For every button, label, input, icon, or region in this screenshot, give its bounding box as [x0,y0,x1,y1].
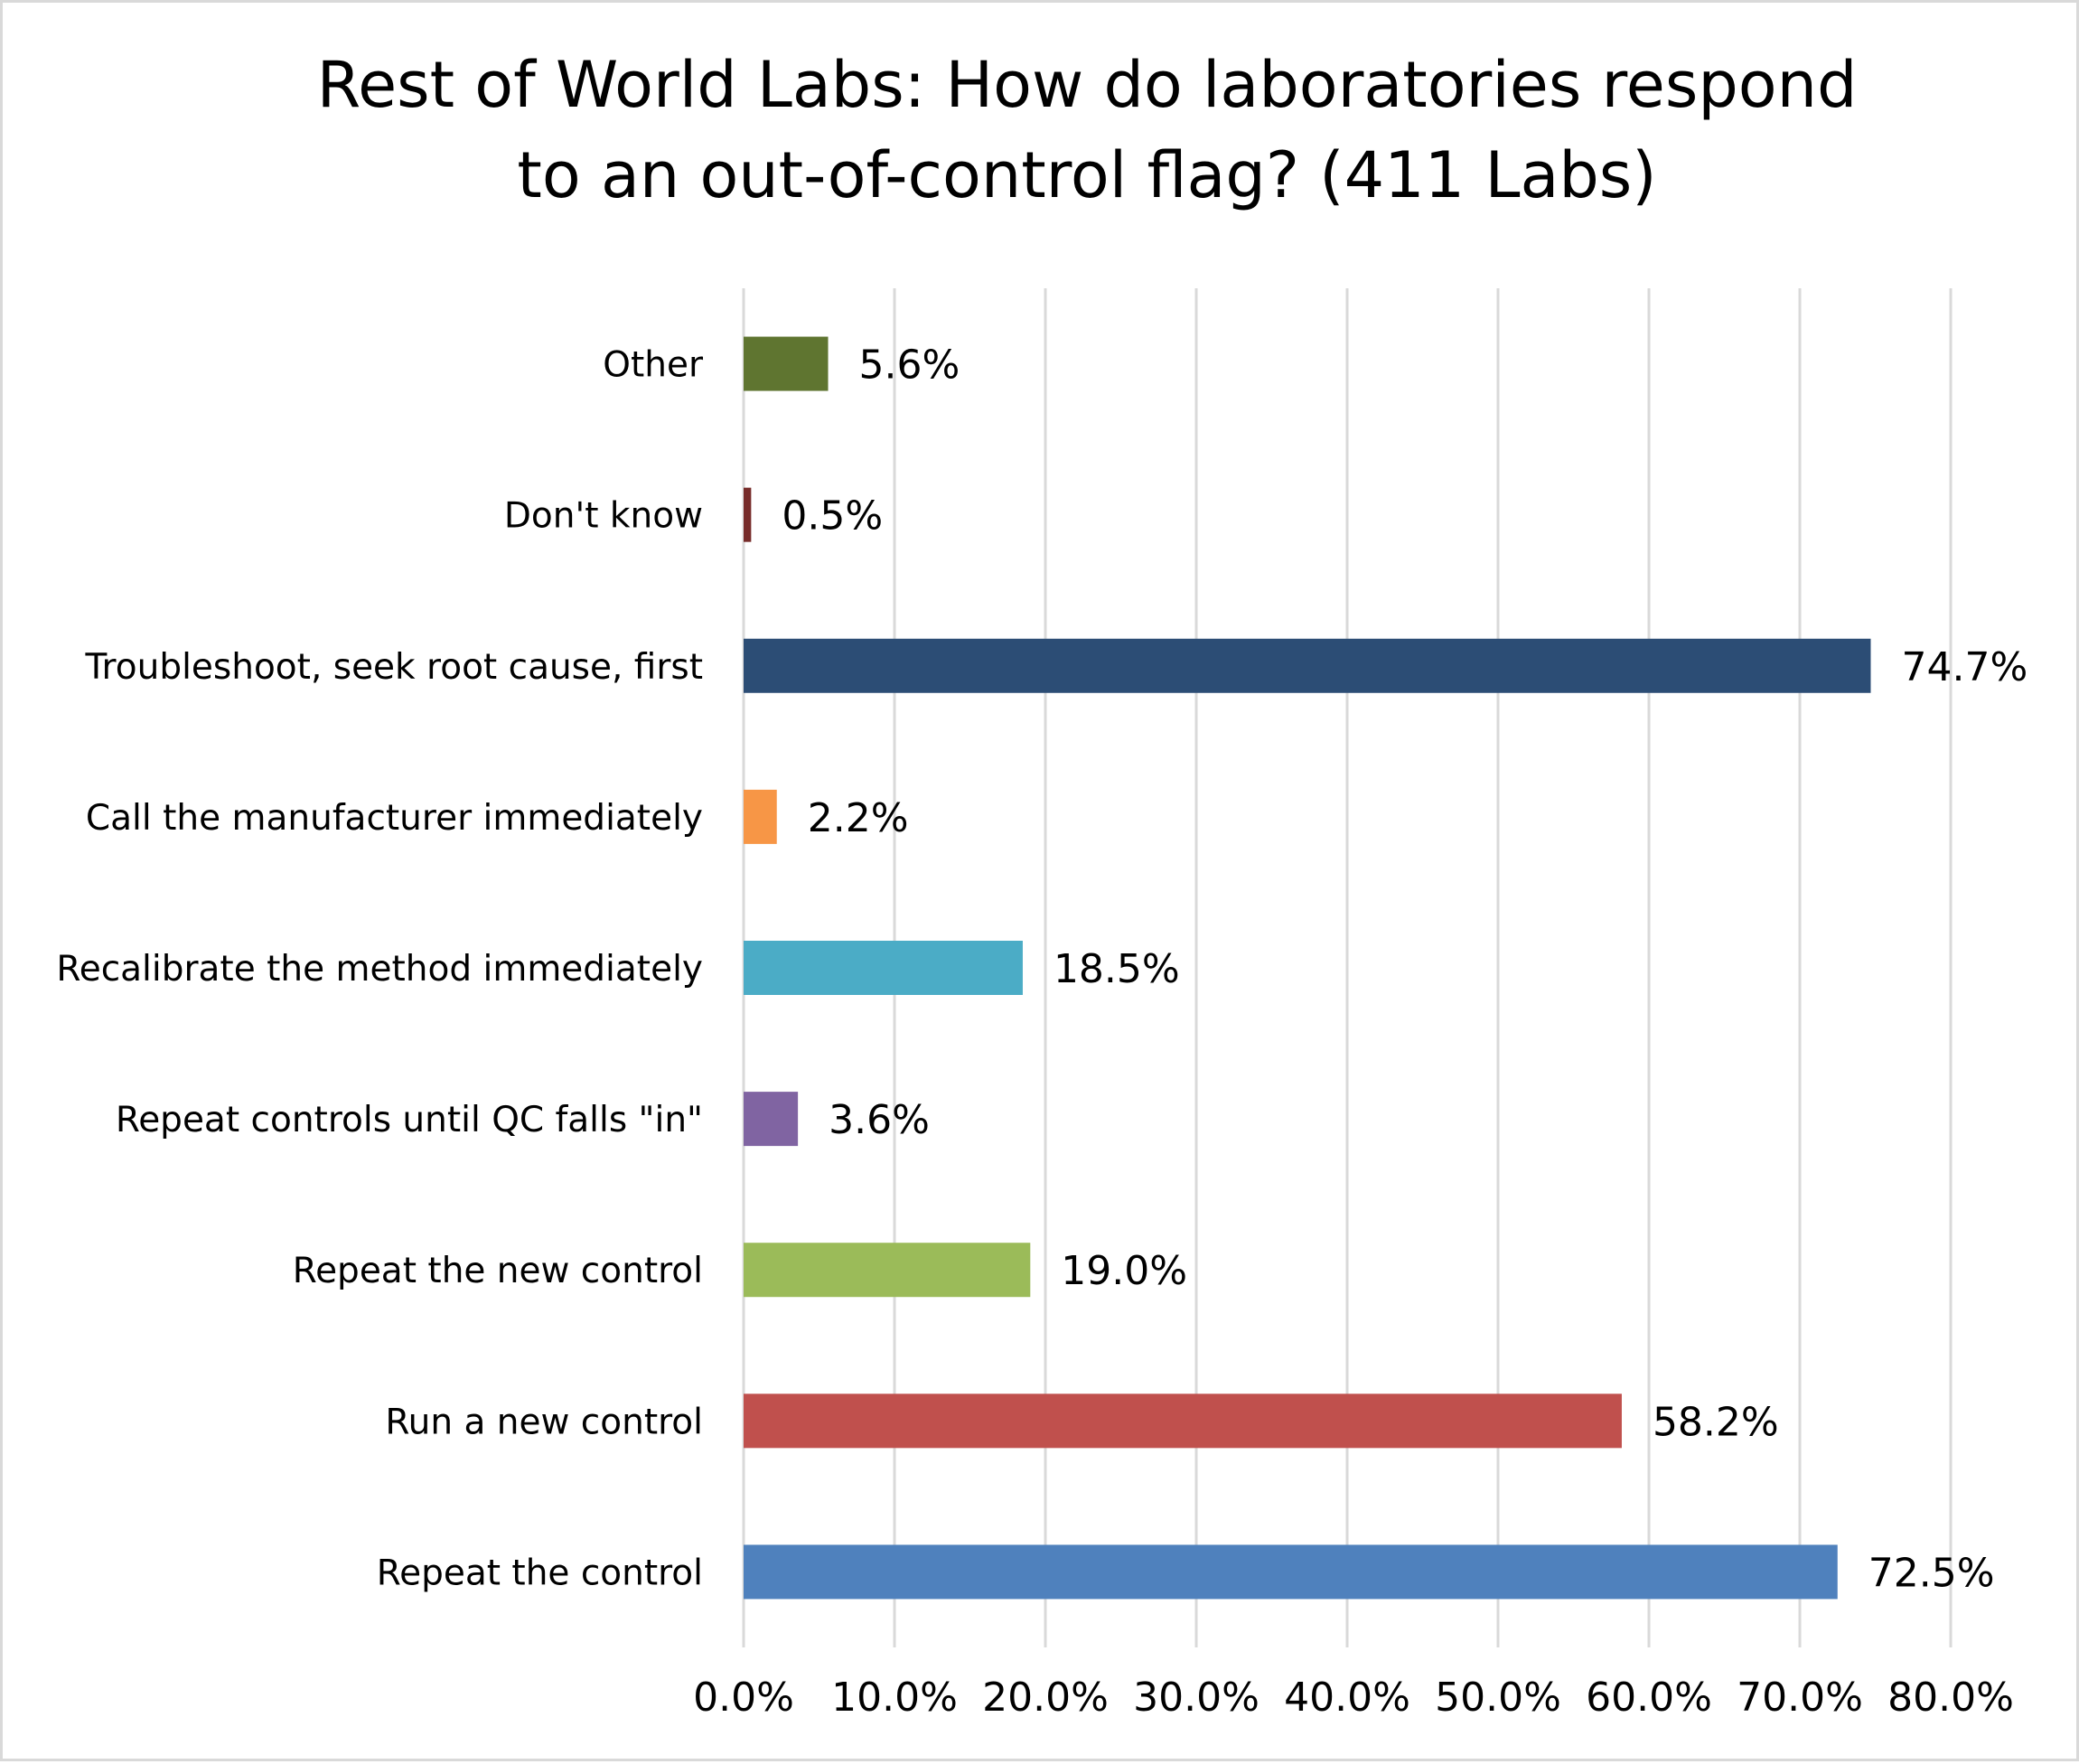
data-label: 74.7% [1901,644,2027,690]
bar [744,1092,799,1147]
x-tick-label: 70.0% [1737,1675,1863,1721]
x-tick-label: 0.0% [693,1675,794,1721]
bar [744,638,1871,693]
category-label: Other [603,345,704,386]
category-label: Don't know [504,496,703,537]
chart-title-line-2: to an out-of-control flag? (411 Labs) [517,138,1656,212]
data-label: 0.5% [782,493,883,540]
bar [744,487,752,542]
category-label: Troubleshoot, seek root cause, first [84,647,703,688]
x-tick-label: 30.0% [1133,1675,1260,1721]
data-label: 3.6% [829,1097,930,1143]
category-label: Repeat the new control [293,1251,703,1291]
bar [744,941,1023,995]
chart-title-line-1: Rest of World Labs: How do laboratories … [317,48,1858,122]
category-label: Repeat the control [377,1553,703,1593]
x-tick-label: 10.0% [831,1675,958,1721]
x-tick-label: 20.0% [982,1675,1109,1721]
data-label: 5.6% [859,342,960,389]
bar [744,336,829,391]
data-label: 18.5% [1054,946,1180,992]
data-label: 72.5% [1868,1550,1995,1596]
x-tick-label: 40.0% [1284,1675,1410,1721]
bar [744,1243,1031,1298]
data-label: 19.0% [1061,1248,1187,1294]
category-label: Run a new control [385,1402,703,1442]
bar [744,1393,1622,1449]
data-label: 2.2% [808,795,909,841]
bar-chart: Rest of World Labs: How do laboratories … [56,48,2027,1721]
category-label: Call the manufacturer immediately [86,798,703,839]
bar [744,1544,1838,1600]
x-tick-label: 60.0% [1586,1675,1712,1721]
category-label: Recalibrate the method immediately [56,949,703,990]
data-label: 58.2% [1653,1399,1779,1445]
x-tick-label: 50.0% [1435,1675,1561,1721]
bar [744,789,777,844]
category-label: Repeat controls until QC falls "in" [116,1100,703,1140]
x-tick-label: 80.0% [1887,1675,2014,1721]
